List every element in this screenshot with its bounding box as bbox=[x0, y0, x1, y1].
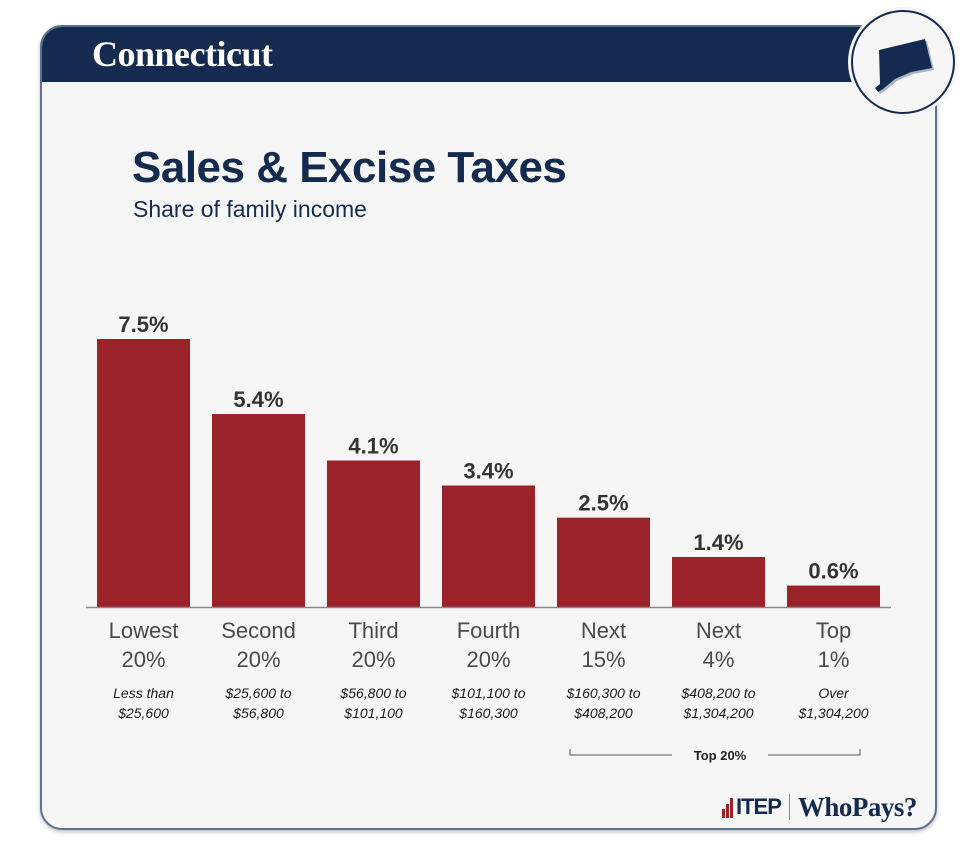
chart-subtitle: Share of family income bbox=[133, 196, 367, 222]
bar bbox=[97, 339, 190, 607]
state-badge bbox=[851, 10, 955, 114]
income-range-label: $56,800 to bbox=[339, 685, 406, 701]
bar bbox=[787, 585, 880, 607]
whopays-logo-text: WhoPays? bbox=[797, 791, 918, 822]
value-label: 3.4% bbox=[463, 459, 513, 484]
group-bracket-right bbox=[768, 749, 861, 756]
category-label: Lowest bbox=[109, 618, 179, 643]
category-share-label: 20% bbox=[121, 647, 165, 672]
income-range-label: $56,800 bbox=[232, 705, 284, 721]
chart-title: Sales & Excise Taxes bbox=[132, 143, 567, 192]
logo-divider bbox=[788, 794, 790, 820]
income-range-label: $408,200 bbox=[573, 705, 633, 721]
category-share-label: 20% bbox=[236, 647, 280, 672]
group-bracket-left bbox=[569, 749, 672, 756]
category-label: Next bbox=[581, 618, 626, 643]
income-range-label: Over bbox=[818, 685, 850, 701]
bar bbox=[327, 460, 420, 607]
category-share-label: 4% bbox=[703, 647, 735, 672]
itep-logo-text: ITEP bbox=[736, 794, 782, 819]
income-range-label: $101,100 bbox=[343, 705, 403, 721]
bar bbox=[672, 556, 765, 607]
value-label: 5.4% bbox=[233, 387, 283, 412]
income-range-label: $160,300 bbox=[458, 705, 518, 721]
itep-bars-icon bbox=[722, 796, 734, 818]
income-range-label: $25,600 bbox=[117, 705, 169, 721]
income-range-label: $25,600 to bbox=[224, 685, 291, 701]
income-range-label: $1,304,200 bbox=[797, 705, 868, 721]
footer-logo: ITEP WhoPays? bbox=[722, 790, 917, 824]
category-label: Next bbox=[696, 618, 741, 643]
bar bbox=[212, 414, 305, 607]
value-label: 4.1% bbox=[348, 433, 398, 458]
state-name: Connecticut bbox=[92, 34, 273, 74]
category-label: Second bbox=[221, 618, 296, 643]
category-share-label: 1% bbox=[818, 647, 850, 672]
connecticut-map-icon bbox=[875, 39, 934, 94]
header-band: Connecticut bbox=[42, 27, 935, 82]
value-label: 2.5% bbox=[578, 491, 628, 516]
category-label: Third bbox=[348, 618, 398, 643]
bar bbox=[442, 485, 535, 607]
income-range-label: $1,304,200 bbox=[682, 705, 753, 721]
category-label: Fourth bbox=[457, 618, 521, 643]
value-label: 1.4% bbox=[693, 530, 743, 555]
income-range-label: $101,100 to bbox=[451, 685, 526, 701]
category-share-label: 20% bbox=[466, 647, 510, 672]
group-bracket-label: Top 20% bbox=[694, 748, 747, 763]
income-range-label: Less than bbox=[113, 685, 174, 701]
category-share-label: 20% bbox=[351, 647, 395, 672]
value-label: 7.5% bbox=[118, 312, 168, 337]
bar bbox=[557, 517, 650, 607]
income-range-label: $160,300 to bbox=[566, 685, 641, 701]
income-range-label: $408,200 to bbox=[681, 685, 756, 701]
category-label: Top bbox=[816, 618, 851, 643]
category-share-label: 15% bbox=[581, 647, 625, 672]
value-label: 0.6% bbox=[808, 559, 858, 584]
